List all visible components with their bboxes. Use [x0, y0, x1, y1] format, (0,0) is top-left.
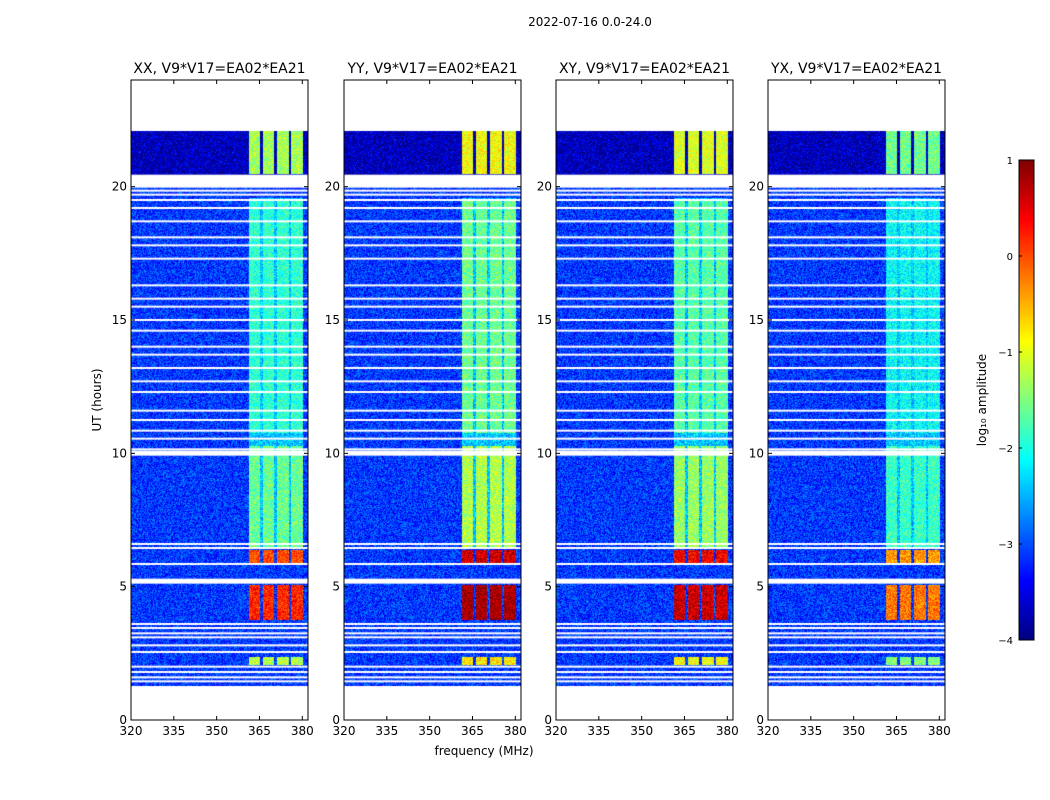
panel-3: YX, V9*V17=EA02*EA21 320 335 350 365 380 0 5 10 1…	[749, 61, 951, 738]
colorbar: log₁₀ amplitude 1 0 −1 −2 −3 −4	[975, 156, 1035, 647]
panel-frame	[767, 79, 946, 721]
panel-2: XY, V9*V17=EA02*EA21 320 335 350 365 380 0 5 10 1…	[537, 61, 739, 738]
y-tick-label: 0	[544, 713, 552, 727]
colorbar-tick-label: −1	[998, 348, 1013, 359]
colorbar-tick-label: −2	[998, 444, 1013, 455]
x-tick-label: 365	[673, 724, 696, 738]
y-tick-label: 15	[537, 313, 552, 327]
y-tick-label: 20	[325, 180, 340, 194]
panel-0: XX, V9*V17=EA02*EA21 320 335 350 365 380 0 5 10 1…	[112, 61, 314, 738]
y-axis-label: UT (hours)	[90, 368, 104, 431]
figure-suptitle: 2022-07-16 0.0-24.0	[528, 15, 652, 29]
x-tick-label: 335	[799, 724, 822, 738]
x-tick-label: 320	[120, 724, 143, 738]
x-tick-label: 320	[757, 724, 780, 738]
y-tick-label: 10	[749, 446, 764, 460]
y-tick-label: 5	[119, 580, 127, 594]
colorbar-tick-label: −4	[998, 636, 1013, 647]
panels-layer: XX, V9*V17=EA02*EA21 320 335 350 365 380 0 5 10 1…	[112, 61, 951, 738]
y-tick-label: 10	[325, 446, 340, 460]
y-tick-label: 20	[537, 180, 552, 194]
y-tick-label: 10	[537, 446, 552, 460]
x-tick-label: 365	[461, 724, 484, 738]
panel-frame	[343, 79, 522, 721]
x-axis-label: frequency (MHz)	[434, 744, 533, 758]
x-tick-label: 335	[587, 724, 610, 738]
y-tick-label: 0	[332, 713, 340, 727]
colorbar-tick-label: 0	[1007, 252, 1013, 263]
x-tick-label: 365	[248, 724, 271, 738]
y-tick-label: 15	[325, 313, 340, 327]
y-tick-label: 0	[756, 713, 764, 727]
x-tick-label: 350	[418, 724, 441, 738]
y-tick-label: 0	[119, 713, 127, 727]
x-tick-label: 380	[504, 724, 527, 738]
colorbar-tick-label: −3	[998, 540, 1013, 551]
x-tick-label: 380	[928, 724, 951, 738]
panel-title: YX, V9*V17=EA02*EA21	[770, 61, 942, 77]
colorbar-tick-label: 1	[1007, 156, 1013, 167]
x-tick-label: 335	[162, 724, 185, 738]
panel-frame	[130, 79, 309, 721]
x-tick-label: 350	[630, 724, 653, 738]
x-tick-label: 335	[375, 724, 398, 738]
x-tick-label: 350	[842, 724, 865, 738]
y-tick-label: 20	[112, 180, 127, 194]
panel-frame	[555, 79, 734, 721]
x-tick-label: 320	[333, 724, 356, 738]
x-tick-label: 380	[291, 724, 314, 738]
y-tick-label: 5	[756, 580, 764, 594]
panel-title: XY, V9*V17=EA02*EA21	[559, 61, 730, 77]
x-tick-label: 320	[545, 724, 568, 738]
colorbar-frame	[1018, 159, 1035, 641]
y-tick-label: 5	[332, 580, 340, 594]
y-tick-label: 15	[749, 313, 764, 327]
panel-1: YY, V9*V17=EA02*EA21 320 335 350 365 380 0 5 10 1…	[325, 61, 527, 738]
colorbar-label: log₁₀ amplitude	[975, 354, 989, 446]
y-tick-label: 10	[112, 446, 127, 460]
x-tick-label: 380	[716, 724, 739, 738]
x-tick-label: 365	[885, 724, 908, 738]
panel-title: YY, V9*V17=EA02*EA21	[346, 61, 517, 77]
panel-title: XX, V9*V17=EA02*EA21	[133, 61, 305, 77]
x-tick-label: 350	[205, 724, 228, 738]
y-tick-label: 15	[112, 313, 127, 327]
y-tick-label: 20	[749, 180, 764, 194]
y-tick-label: 5	[544, 580, 552, 594]
